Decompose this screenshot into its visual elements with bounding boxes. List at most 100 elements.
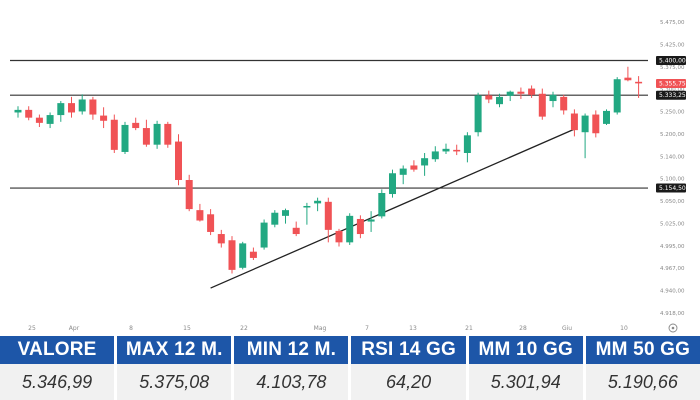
- candle-body: [485, 95, 493, 100]
- candles: [14, 66, 643, 274]
- candle-body: [538, 93, 546, 117]
- candle-up: [239, 241, 247, 270]
- candle-body: [175, 141, 182, 181]
- y-tick-label: 5.200,00: [660, 132, 685, 138]
- candle-down: [528, 85, 536, 98]
- candle-body: [153, 123, 161, 145]
- stat-value: 5.375,08: [117, 364, 232, 400]
- x-tick-label: 8: [129, 325, 133, 332]
- candle-body: [613, 79, 621, 113]
- candle-body: [260, 222, 268, 248]
- stat-header: MAX 12 M.: [117, 336, 232, 364]
- stat-header: MM 50 GG: [585, 336, 700, 364]
- candle-up: [603, 109, 610, 125]
- candle-body: [592, 114, 600, 134]
- candle-down: [517, 87, 525, 99]
- level-label: 5.400,00: [659, 58, 686, 65]
- candle-body: [25, 109, 33, 118]
- candle-up: [57, 101, 65, 122]
- candle-up: [613, 77, 621, 115]
- candle-body: [399, 168, 407, 175]
- stat-header: MM 10 GG: [468, 336, 583, 364]
- candle-body: [570, 113, 578, 131]
- y-tick-label: 5.475,00: [660, 20, 685, 26]
- candle-down: [592, 110, 600, 138]
- candle-body: [185, 180, 193, 210]
- candle-up: [389, 169, 396, 198]
- candle-up: [442, 143, 450, 155]
- stat-mm-50: MM 50 GG 5.190,66: [585, 336, 700, 400]
- candle-body: [57, 103, 65, 116]
- settings-icon-center: [671, 326, 675, 330]
- chart-toolbar: [668, 323, 678, 333]
- candle-down: [635, 76, 643, 98]
- candle-body: [292, 227, 300, 235]
- candle-down: [570, 109, 578, 137]
- candle-down: [624, 66, 632, 82]
- y-tick-label: 5.250,00: [660, 110, 685, 116]
- candle-body: [46, 115, 54, 124]
- candle-down: [89, 96, 97, 120]
- candle-body: [581, 115, 589, 133]
- y-tick-label: 5.375,00: [660, 65, 685, 71]
- candle-body: [217, 234, 225, 244]
- x-tick-label: 28: [519, 325, 527, 332]
- y-tick-label: 4.967,00: [660, 266, 685, 272]
- stats-table: VALORE 5.346,99 MAX 12 M. 5.375,08 MIN 1…: [0, 336, 700, 400]
- candle-body: [624, 77, 632, 81]
- candle-up: [346, 213, 354, 245]
- candle-up: [581, 113, 589, 159]
- x-tick-label: Apr: [69, 325, 80, 332]
- candle-up: [431, 146, 439, 162]
- candle-down: [560, 94, 568, 115]
- stat-value: 5.190,66: [585, 364, 700, 400]
- candle-body: [421, 158, 429, 166]
- candle-body: [474, 95, 482, 133]
- candle-body: [121, 124, 129, 152]
- y-axis: 5.475,00 5.425,00 5.375,00 5.300,00 5.250,00…: [660, 20, 685, 317]
- candle-body: [410, 165, 418, 170]
- candle-body: [89, 99, 97, 115]
- candle-body: [346, 215, 354, 243]
- candle-body: [603, 110, 610, 124]
- candlestick-chart: 5.475,00 5.425,00 5.375,00 5.300,00 5.250,00…: [10, 20, 686, 333]
- candle-down: [68, 96, 75, 118]
- y-tick-label: 5.300,00: [660, 87, 685, 93]
- candle-down: [538, 88, 546, 120]
- candle-up: [282, 208, 289, 224]
- y-tick-label: 4.918,00: [660, 311, 685, 317]
- candle-body: [453, 149, 461, 152]
- candle-up: [463, 132, 471, 163]
- candle-body: [314, 200, 322, 204]
- candle-up: [399, 165, 407, 185]
- candle-up: [46, 112, 54, 129]
- candle-body: [389, 173, 396, 195]
- candle-body: [442, 148, 450, 152]
- y-tick-label: 4.995,00: [660, 244, 685, 250]
- candle-down: [207, 209, 215, 236]
- x-tick-label: 21: [465, 325, 473, 332]
- level-label-bg: [656, 183, 686, 193]
- candle-body: [528, 88, 536, 95]
- candle-up: [506, 90, 514, 102]
- candle-body: [517, 91, 525, 94]
- candle-down: [196, 203, 204, 222]
- y-tick-label: 4.940,00: [660, 289, 685, 295]
- candle-body: [68, 103, 75, 113]
- candle-body: [249, 251, 257, 258]
- x-tick-label: 25: [28, 325, 36, 332]
- candle-body: [207, 214, 215, 232]
- x-tick-label: Giu: [562, 325, 572, 332]
- candle-down: [410, 160, 418, 172]
- candle-down: [292, 221, 300, 237]
- candle-down: [228, 236, 236, 274]
- candle-up: [153, 120, 161, 149]
- candle-up: [271, 210, 279, 228]
- x-axis: 25 Apr 8 15 22 Mag 7 13 21 28 Giu 10: [28, 325, 628, 332]
- stat-value: 64,20: [351, 364, 466, 400]
- candle-body: [356, 218, 364, 235]
- stat-header: VALORE: [0, 336, 115, 364]
- candle-down: [132, 117, 140, 131]
- y-tick-label: 5.050,00: [660, 199, 685, 205]
